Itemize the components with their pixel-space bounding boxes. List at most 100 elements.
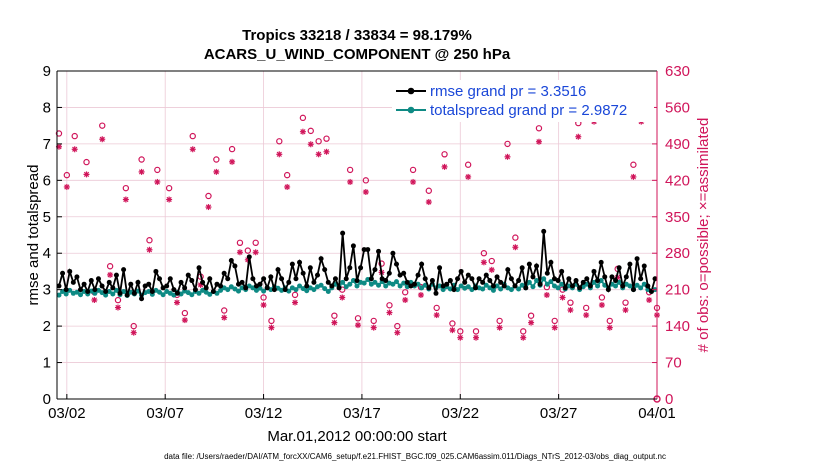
totalspread-point <box>113 287 119 293</box>
obs-possible-marker <box>205 192 212 200</box>
obs-possible-marker <box>457 328 464 335</box>
obs-assimilated-marker <box>122 196 129 203</box>
totalspread-point <box>383 283 389 289</box>
rmse-point <box>490 283 496 289</box>
obs-possible-marker <box>480 250 488 257</box>
obs-asterisk-stroke <box>646 297 652 303</box>
obs-assimilated-marker <box>174 299 180 306</box>
obs-assimilated-marker <box>260 302 267 309</box>
totalspread-point <box>397 283 403 289</box>
obs-possible-marker <box>122 184 130 192</box>
totalspread-point <box>534 278 540 284</box>
rmse-point <box>124 292 130 298</box>
obs-assimilated-marker <box>433 312 440 319</box>
rmse-point <box>322 267 328 273</box>
obs-asterisk-stroke <box>441 164 448 170</box>
obs-assimilated-marker <box>465 173 472 180</box>
rmse-point <box>325 279 331 285</box>
obs-possible-marker <box>189 132 196 140</box>
rmse-point <box>232 263 238 269</box>
obs-possible-marker <box>244 247 252 254</box>
obs-assimilated-marker <box>55 143 62 150</box>
obs-assimilated-marker <box>417 291 424 298</box>
obs-possible-marker <box>323 135 330 142</box>
obs-asterisk-stroke <box>154 179 160 185</box>
rmse-point <box>81 281 87 287</box>
obs-possible-marker <box>63 171 71 179</box>
totalspread-point <box>595 283 601 289</box>
rmse-point <box>591 268 597 274</box>
rmse-point <box>92 287 98 293</box>
rmse-point <box>476 276 482 282</box>
obs-asterisk-stroke <box>99 136 105 142</box>
rmse-point <box>289 261 295 267</box>
obs-asterisk-stroke <box>323 149 330 155</box>
obs-possible-marker <box>213 156 220 163</box>
rmse-point <box>630 287 636 293</box>
obs-markers <box>55 104 661 403</box>
obs-assimilated-marker <box>394 329 401 336</box>
rmse-point <box>437 265 443 271</box>
obs-assimilated-marker <box>410 178 417 185</box>
totalspread-point <box>297 283 303 289</box>
rmse-point <box>347 265 353 271</box>
obs-asterisk-stroke <box>339 294 345 301</box>
obs-possible-marker <box>106 263 114 270</box>
rmse-point <box>498 279 504 285</box>
obs-assimilated-marker <box>299 128 306 135</box>
obs-assimilated-marker <box>315 151 322 158</box>
legend: rmse grand pr = 3.3516 totalspread grand… <box>392 80 654 122</box>
rmse-point <box>512 283 518 289</box>
obs-asterisk-stroke <box>473 335 479 341</box>
obs-asterisk-stroke <box>56 144 62 150</box>
rmse-point <box>336 285 342 291</box>
obs-possible-marker <box>504 140 511 148</box>
obs-possible-marker <box>527 312 535 319</box>
obs-possible-marker <box>488 257 495 265</box>
obs-asterisk-stroke <box>115 304 121 311</box>
obs-asterisk-stroke <box>567 307 574 313</box>
rmse-point <box>182 285 188 291</box>
obs-possible-marker <box>598 294 606 301</box>
obs-asterisk-stroke <box>355 322 361 328</box>
rmse-point <box>106 279 112 285</box>
obs-assimilated-marker <box>181 317 188 324</box>
obs-asterisk-stroke <box>300 129 306 135</box>
rmse-point <box>422 276 428 282</box>
obs-assimilated-marker <box>99 136 106 143</box>
obs-asterisk-stroke <box>316 151 322 157</box>
rmse-point <box>167 276 173 282</box>
rmse-point <box>501 283 507 289</box>
obs-possible-marker <box>354 315 362 322</box>
obs-asterisk-stroke <box>622 307 629 313</box>
obs-asterisk-stroke <box>213 169 219 175</box>
y-tick-left-label: 5 <box>43 209 51 226</box>
obs-possible-marker <box>299 114 307 122</box>
y-tick-right-label: 280 <box>665 245 690 262</box>
rmse-point <box>393 261 399 267</box>
totalspread-point <box>419 285 425 291</box>
rmse-point <box>613 278 619 284</box>
rmse-point <box>645 283 651 289</box>
rmse-point <box>95 276 101 282</box>
rmse-point <box>110 285 116 291</box>
rmse-point <box>103 288 109 294</box>
rmse-point <box>368 276 374 282</box>
rmse-point <box>472 285 478 291</box>
obs-possible-marker <box>146 237 153 244</box>
rmse-point <box>63 287 69 293</box>
totalspread-point <box>415 281 421 287</box>
rmse-point <box>390 250 396 256</box>
y-tick-left-label: 6 <box>43 172 51 189</box>
rmse-point <box>508 276 514 282</box>
obs-asterisk-stroke <box>276 151 282 157</box>
obs-asterisk-stroke <box>182 317 188 323</box>
y-tick-right-label: 490 <box>665 136 690 153</box>
rmse-point <box>264 285 270 291</box>
obs-possible-marker <box>425 187 433 194</box>
obs-possible-marker <box>449 320 456 327</box>
obs-possible-marker <box>512 234 519 241</box>
obs-possible-marker <box>370 317 377 325</box>
obs-asterisk-stroke <box>166 196 172 203</box>
y-tick-left-label: 4 <box>43 245 51 262</box>
